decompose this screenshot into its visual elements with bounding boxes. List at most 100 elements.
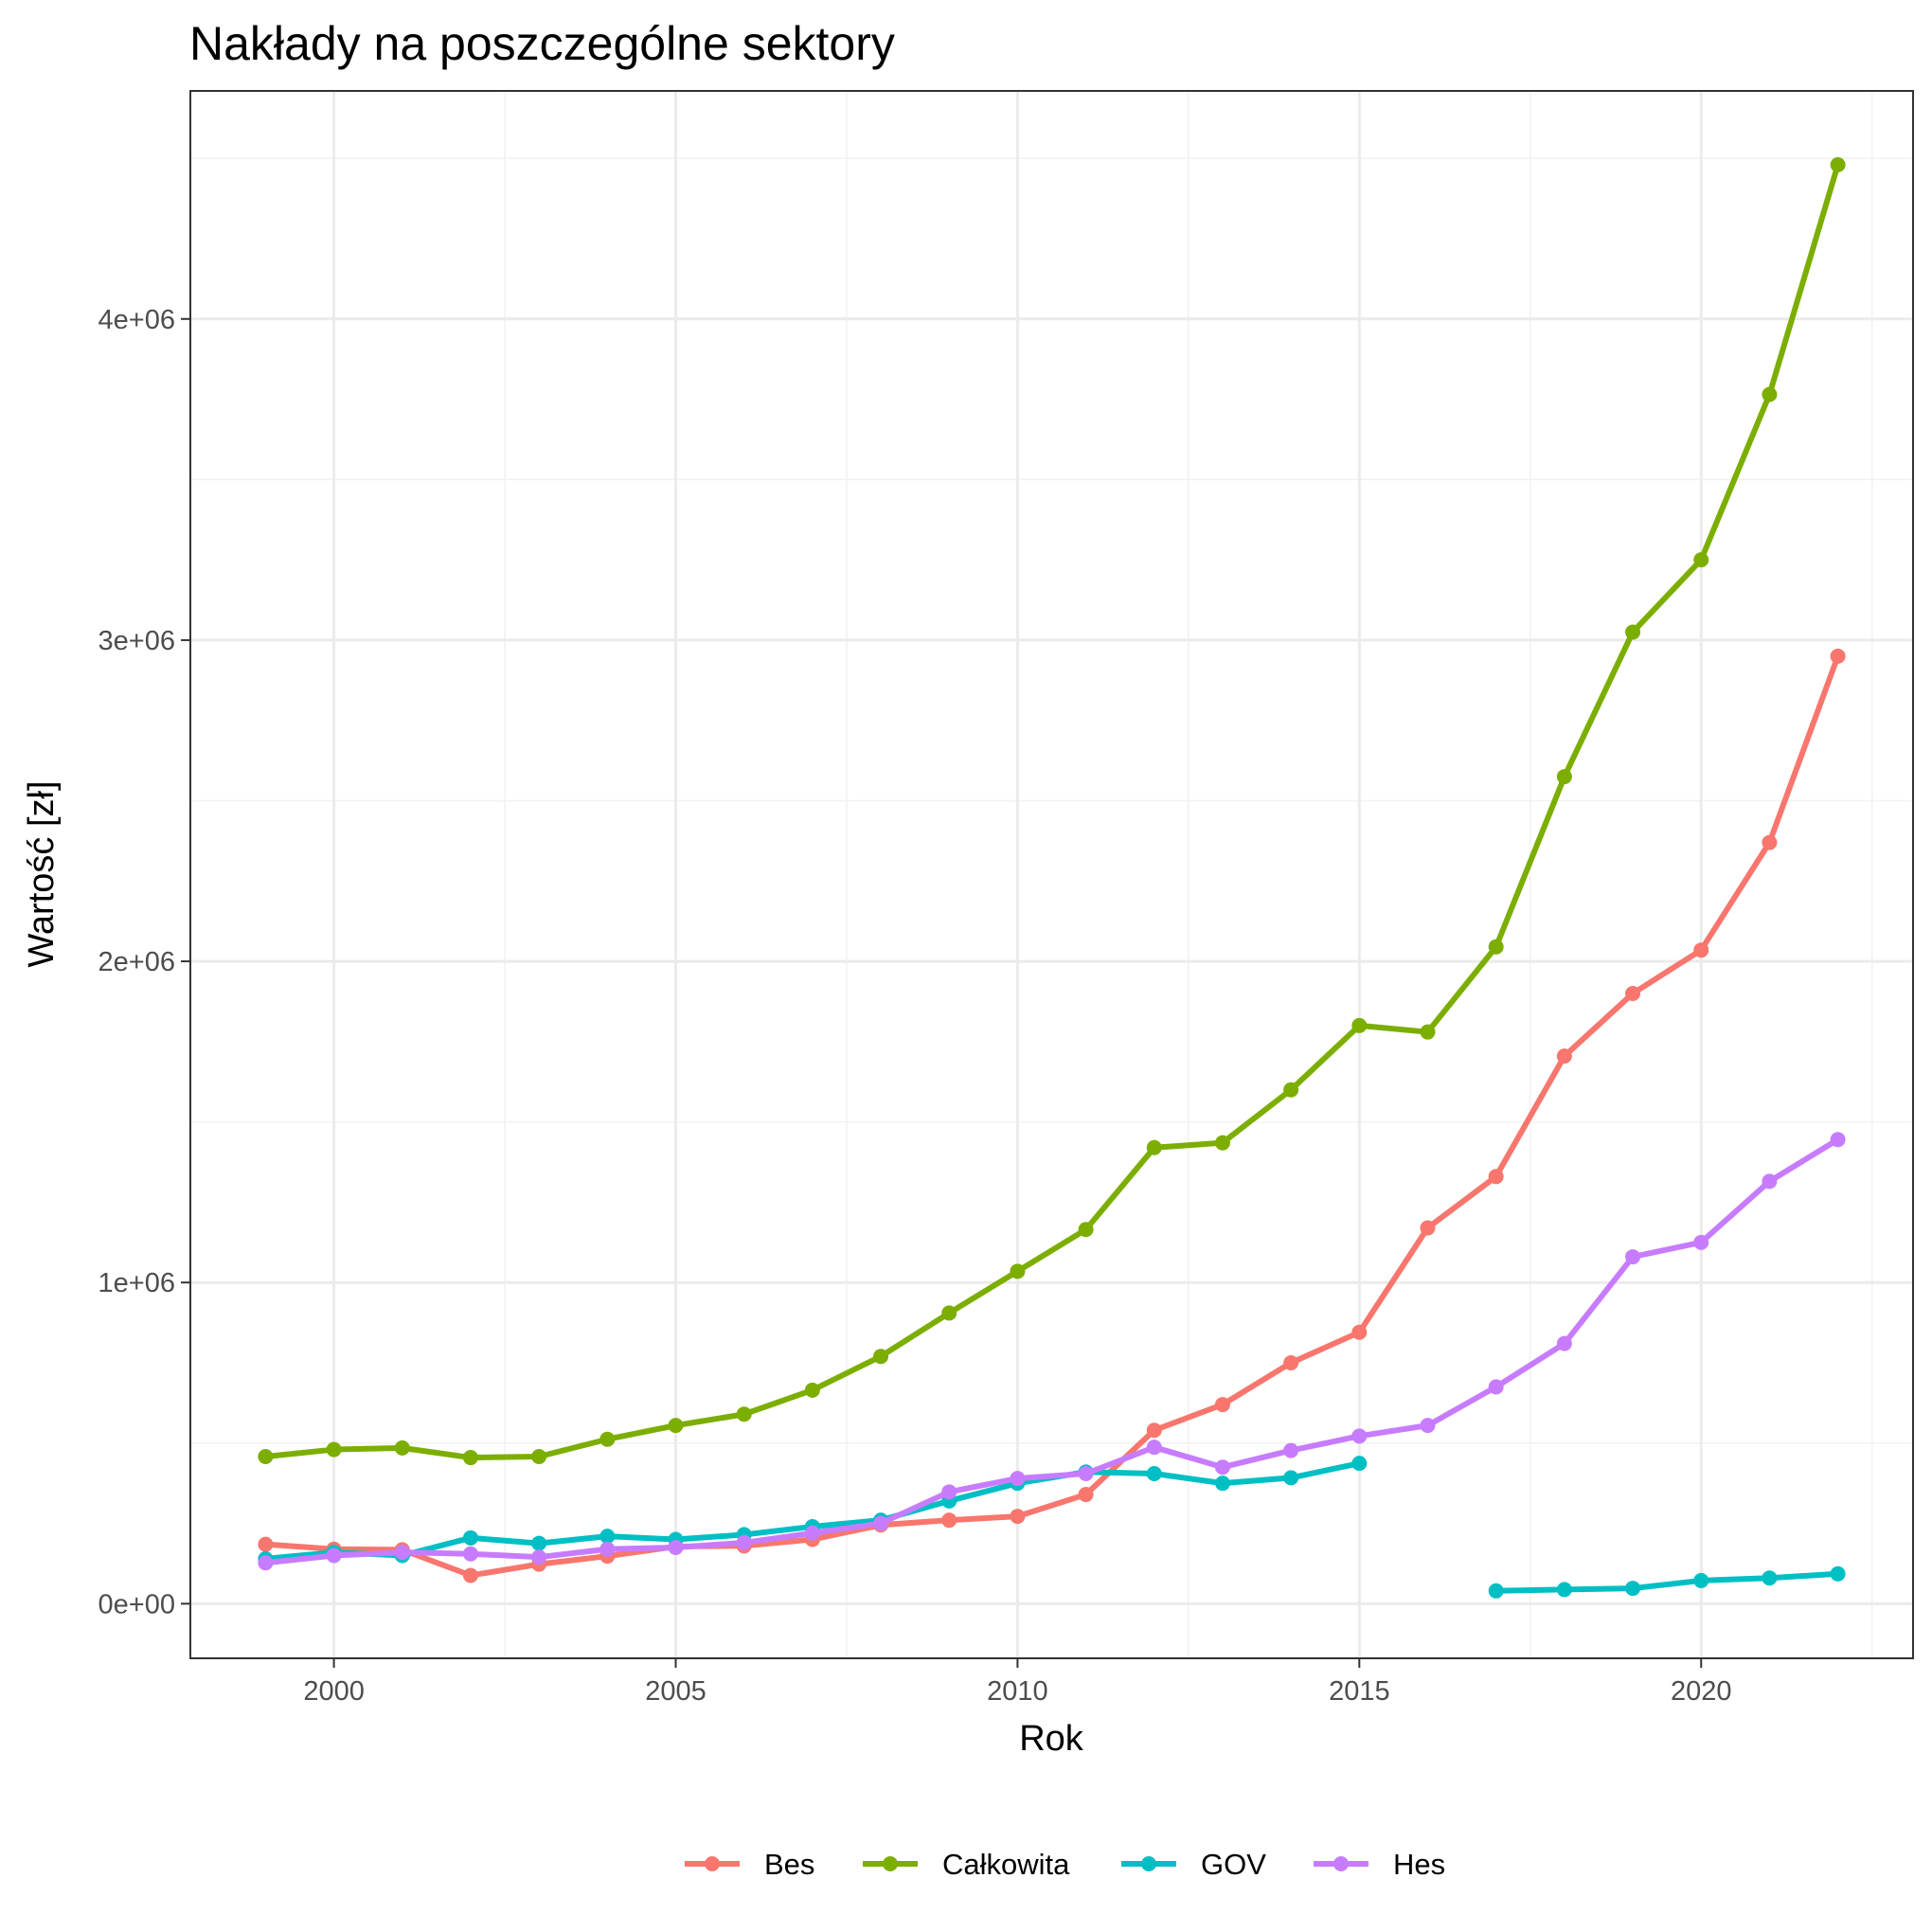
- data-point-gov: [1556, 1582, 1572, 1598]
- series-line-hes: [265, 1136, 1840, 1566]
- data-point-gov: [1830, 1565, 1846, 1582]
- data-point-hes: [941, 1484, 957, 1500]
- data-point-hes: [258, 1555, 274, 1571]
- data-point-hes: [462, 1546, 478, 1562]
- data-point-ca-kowita: [258, 1449, 274, 1465]
- data-point-hes: [1078, 1465, 1094, 1481]
- data-point-ca-kowita: [599, 1431, 616, 1447]
- data-point-hes: [531, 1549, 547, 1565]
- legend-item-hes: Hes: [1314, 1848, 1445, 1881]
- series-layer: [258, 157, 1846, 1599]
- data-point-bes: [1078, 1487, 1094, 1503]
- legend-key-point: [1141, 1856, 1156, 1871]
- data-point-bes: [1420, 1220, 1436, 1236]
- legend-item-gov: GOV: [1121, 1848, 1266, 1881]
- data-point-gov: [531, 1535, 547, 1551]
- data-point-bes: [1283, 1354, 1299, 1370]
- data-point-ca-kowita: [668, 1418, 684, 1434]
- data-point-hes: [668, 1539, 684, 1555]
- chart-title: Nakłady na poszczególne sektory: [189, 17, 895, 70]
- data-point-gov: [1625, 1581, 1641, 1597]
- data-point-bes: [1146, 1422, 1162, 1439]
- legend-key-point: [1333, 1856, 1349, 1871]
- data-point-bes: [1351, 1324, 1368, 1340]
- y-tick-label: 2e+06: [98, 947, 175, 977]
- data-point-ca-kowita: [736, 1406, 752, 1422]
- legend: Bes Całkowita GOV Hes: [685, 1848, 1445, 1881]
- legend-key-point: [883, 1856, 898, 1871]
- data-point-hes: [873, 1515, 889, 1531]
- data-point-gov: [1351, 1456, 1368, 1472]
- data-point-hes: [1625, 1249, 1641, 1265]
- data-point-gov: [1762, 1570, 1778, 1586]
- data-point-gov: [1488, 1583, 1504, 1599]
- legend-label-hes: Hes: [1393, 1848, 1445, 1881]
- y-tick-label: 0e+00: [98, 1589, 175, 1619]
- data-point-ca-kowita: [1830, 157, 1846, 173]
- data-point-ca-kowita: [531, 1449, 547, 1465]
- legend-label-bes: Bes: [764, 1848, 814, 1881]
- data-point-ca-kowita: [1078, 1222, 1094, 1238]
- y-tick-label: 3e+06: [98, 626, 175, 656]
- series-line-bes: [265, 654, 1841, 1579]
- data-point-hes: [1420, 1418, 1436, 1434]
- data-point-bes: [1556, 1048, 1572, 1064]
- data-point-ca-kowita: [1010, 1263, 1026, 1279]
- data-point-bes: [1762, 834, 1778, 850]
- data-point-hes: [1762, 1173, 1778, 1190]
- data-point-bes: [941, 1512, 957, 1529]
- legend-key-point: [705, 1856, 720, 1871]
- data-point-gov: [1693, 1572, 1709, 1588]
- legend-item-ca-kowita: Całkowita: [863, 1848, 1070, 1881]
- series-ca-kowita: [258, 157, 1846, 1466]
- legend-label-gov: GOV: [1201, 1848, 1266, 1881]
- data-point-bes: [1488, 1169, 1504, 1185]
- legend-item-bes: Bes: [685, 1848, 814, 1881]
- plot-panel: [189, 90, 1914, 1659]
- data-point-hes: [1214, 1459, 1230, 1476]
- data-point-ca-kowita: [873, 1349, 889, 1365]
- data-point-ca-kowita: [1693, 552, 1709, 568]
- data-point-ca-kowita: [1556, 769, 1572, 785]
- y-axis: 0e+00 1e+06 2e+06 3e+06 4e+06: [98, 305, 190, 1619]
- x-tick-label: 2020: [1671, 1676, 1732, 1707]
- y-tick-label: 1e+06: [98, 1268, 175, 1298]
- data-point-hes: [599, 1541, 616, 1557]
- data-point-ca-kowita: [394, 1440, 410, 1456]
- data-point-bes: [258, 1536, 274, 1552]
- data-point-ca-kowita: [804, 1382, 820, 1398]
- data-point-gov: [462, 1530, 478, 1546]
- data-point-ca-kowita: [1283, 1082, 1299, 1098]
- data-point-bes: [1214, 1397, 1230, 1413]
- data-point-hes: [1488, 1379, 1504, 1395]
- x-tick-label: 2005: [645, 1676, 707, 1707]
- data-point-hes: [1830, 1132, 1846, 1148]
- data-point-hes: [1283, 1442, 1299, 1458]
- data-point-ca-kowita: [1351, 1017, 1368, 1033]
- data-point-gov: [599, 1529, 616, 1545]
- x-axis: 2000 2005 2010 2015 2020: [303, 1658, 1731, 1707]
- data-point-gov: [1146, 1465, 1162, 1481]
- grid-minor: [190, 91, 1913, 1658]
- data-point-gov: [1283, 1470, 1299, 1486]
- data-point-bes: [462, 1567, 478, 1583]
- data-point-ca-kowita: [1762, 386, 1778, 402]
- data-point-hes: [1693, 1234, 1709, 1250]
- x-tick-label: 2015: [1329, 1676, 1390, 1707]
- data-point-ca-kowita: [1214, 1135, 1230, 1151]
- data-point-hes: [394, 1545, 410, 1561]
- data-point-ca-kowita: [1625, 624, 1641, 640]
- data-point-ca-kowita: [1420, 1024, 1436, 1040]
- data-point-bes: [1625, 985, 1641, 1001]
- data-point-bes: [1693, 942, 1709, 958]
- data-point-hes: [1146, 1440, 1162, 1456]
- data-point-ca-kowita: [1488, 939, 1504, 955]
- x-tick-label: 2000: [303, 1676, 365, 1707]
- series-hes: [258, 1132, 1846, 1571]
- data-point-ca-kowita: [462, 1450, 478, 1466]
- data-point-bes: [1830, 648, 1846, 664]
- data-point-ca-kowita: [326, 1441, 342, 1458]
- panel-background: [190, 91, 1913, 1658]
- x-tick-label: 2010: [987, 1676, 1048, 1707]
- panel-border: [189, 90, 1914, 1659]
